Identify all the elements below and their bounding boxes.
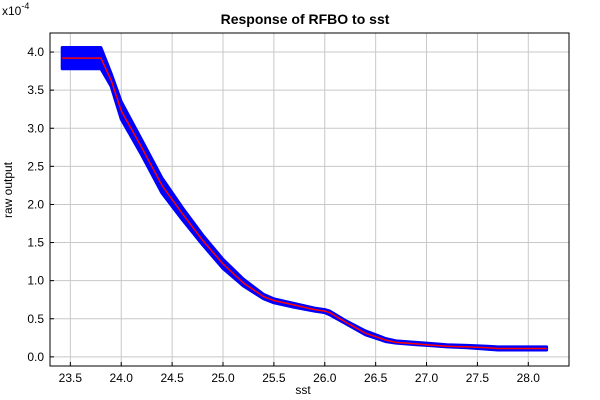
- y-tick-label: 2.0: [27, 197, 44, 211]
- x-tick-label: 26.5: [364, 371, 388, 385]
- x-tick-label: 27.0: [415, 371, 439, 385]
- y-multiplier-exponent: -4: [21, 1, 29, 11]
- y-multiplier-base: x10: [2, 4, 22, 18]
- plot-data: [60, 46, 549, 352]
- y-tick-label: 1.0: [27, 274, 44, 288]
- y-axis-multiplier: x10-4: [2, 1, 29, 18]
- x-tick-label: 27.5: [466, 371, 490, 385]
- grid-lines: [50, 33, 569, 366]
- axis-ticks: 23.5 24.0 24.5 25.0 25.5 26.0 26.5 27.0 27.5 28.0…: [27, 45, 540, 385]
- mean-line: [62, 57, 547, 350]
- x-tick-label: 24.0: [110, 371, 134, 385]
- y-tick-label: 0.0: [27, 350, 44, 364]
- spread-band: [60, 46, 549, 352]
- x-tick-label: 25.5: [262, 371, 286, 385]
- y-tick-label: 1.5: [27, 236, 44, 250]
- x-tick-label: 28.0: [517, 371, 541, 385]
- y-axis-label: raw output: [1, 161, 15, 218]
- x-tick-label: 23.5: [59, 371, 83, 385]
- y-tick-label: 3.5: [27, 83, 44, 97]
- chart-title: Response of RFBO to sst: [221, 11, 390, 27]
- x-tick-label: 24.5: [160, 371, 184, 385]
- x-tick-label: 26.0: [313, 371, 337, 385]
- y-tick-label: 3.0: [27, 121, 44, 135]
- x-tick-label: 25.0: [211, 371, 235, 385]
- y-tick-label: 0.5: [27, 312, 44, 326]
- y-tick-label: 4.0: [27, 45, 44, 59]
- x-axis-label: sst: [295, 383, 311, 397]
- plot-frame: [49, 32, 570, 367]
- y-tick-label: 2.5: [27, 159, 44, 173]
